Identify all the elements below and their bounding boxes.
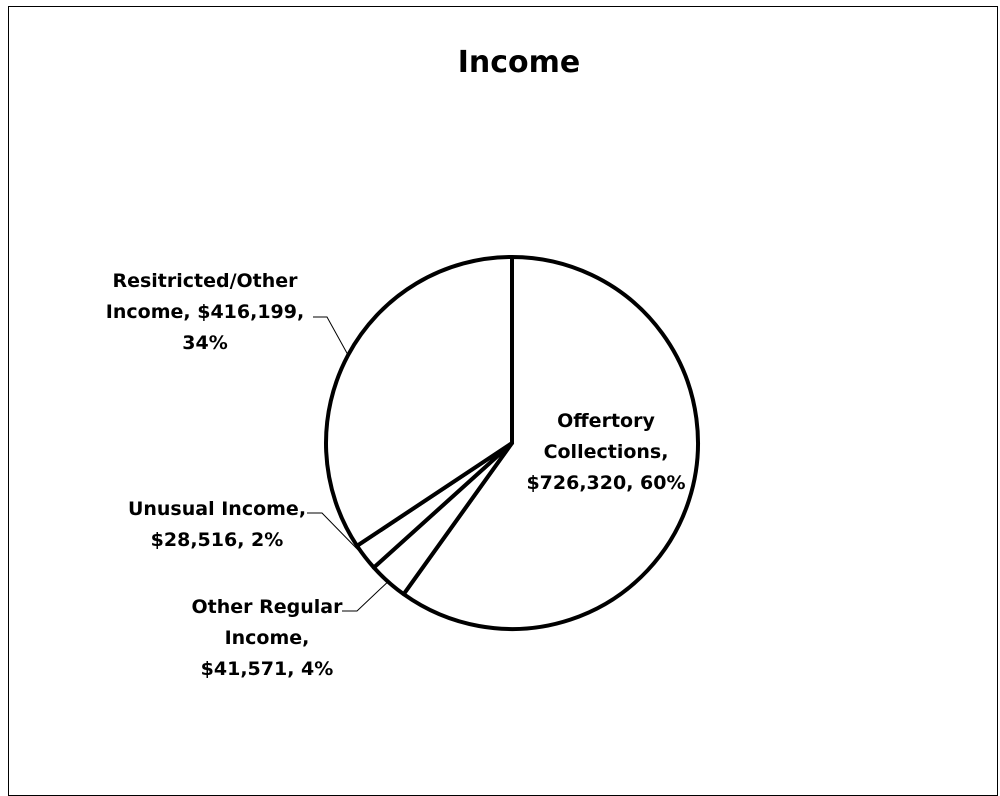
chart-frame: Income Offertory Collections, $726,320, 60… bbox=[8, 6, 998, 796]
data-label-resitricted-other-income: Resitricted/Other Income, $416,199, 34% bbox=[106, 270, 304, 354]
data-label-line: Collections, bbox=[544, 441, 669, 463]
pie-chart: Income Offertory Collections, $726,320, 60… bbox=[106, 45, 700, 680]
data-label-line: $41,571, 4% bbox=[201, 658, 334, 680]
data-label-line: $28,516, 2% bbox=[151, 529, 284, 551]
leader-line-unusual-income bbox=[307, 512, 366, 558]
data-label-line: $726,320, 60% bbox=[526, 472, 685, 494]
pie-slice-offertory-collections bbox=[401, 255, 700, 631]
data-label-other-regular-income: Other Regular Income, $41,571, 4% bbox=[192, 596, 344, 680]
pie-slices bbox=[324, 255, 700, 631]
data-label-line: Income, bbox=[225, 627, 310, 649]
data-label-line: 34% bbox=[182, 332, 227, 354]
data-label-unusual-income: Unusual Income, $28,516, 2% bbox=[128, 498, 306, 551]
data-label-line: Unusual Income, bbox=[128, 498, 306, 520]
data-label-line: Resitricted/Other bbox=[112, 270, 298, 292]
leader-line-resitricted-other-income bbox=[313, 316, 349, 356]
leader-lines bbox=[307, 316, 389, 612]
data-label-line: Offertory bbox=[557, 410, 655, 432]
data-label-line: Income, $416,199, bbox=[106, 301, 304, 323]
data-labels: Offertory Collections, $726,320, 60% Other … bbox=[106, 270, 686, 680]
leader-line-other-regular-income bbox=[342, 581, 389, 612]
data-label-line: Other Regular bbox=[192, 596, 344, 618]
chart-title: Income bbox=[458, 45, 581, 80]
data-label-offertory-collections: Offertory Collections, $726,320, 60% bbox=[526, 410, 685, 494]
